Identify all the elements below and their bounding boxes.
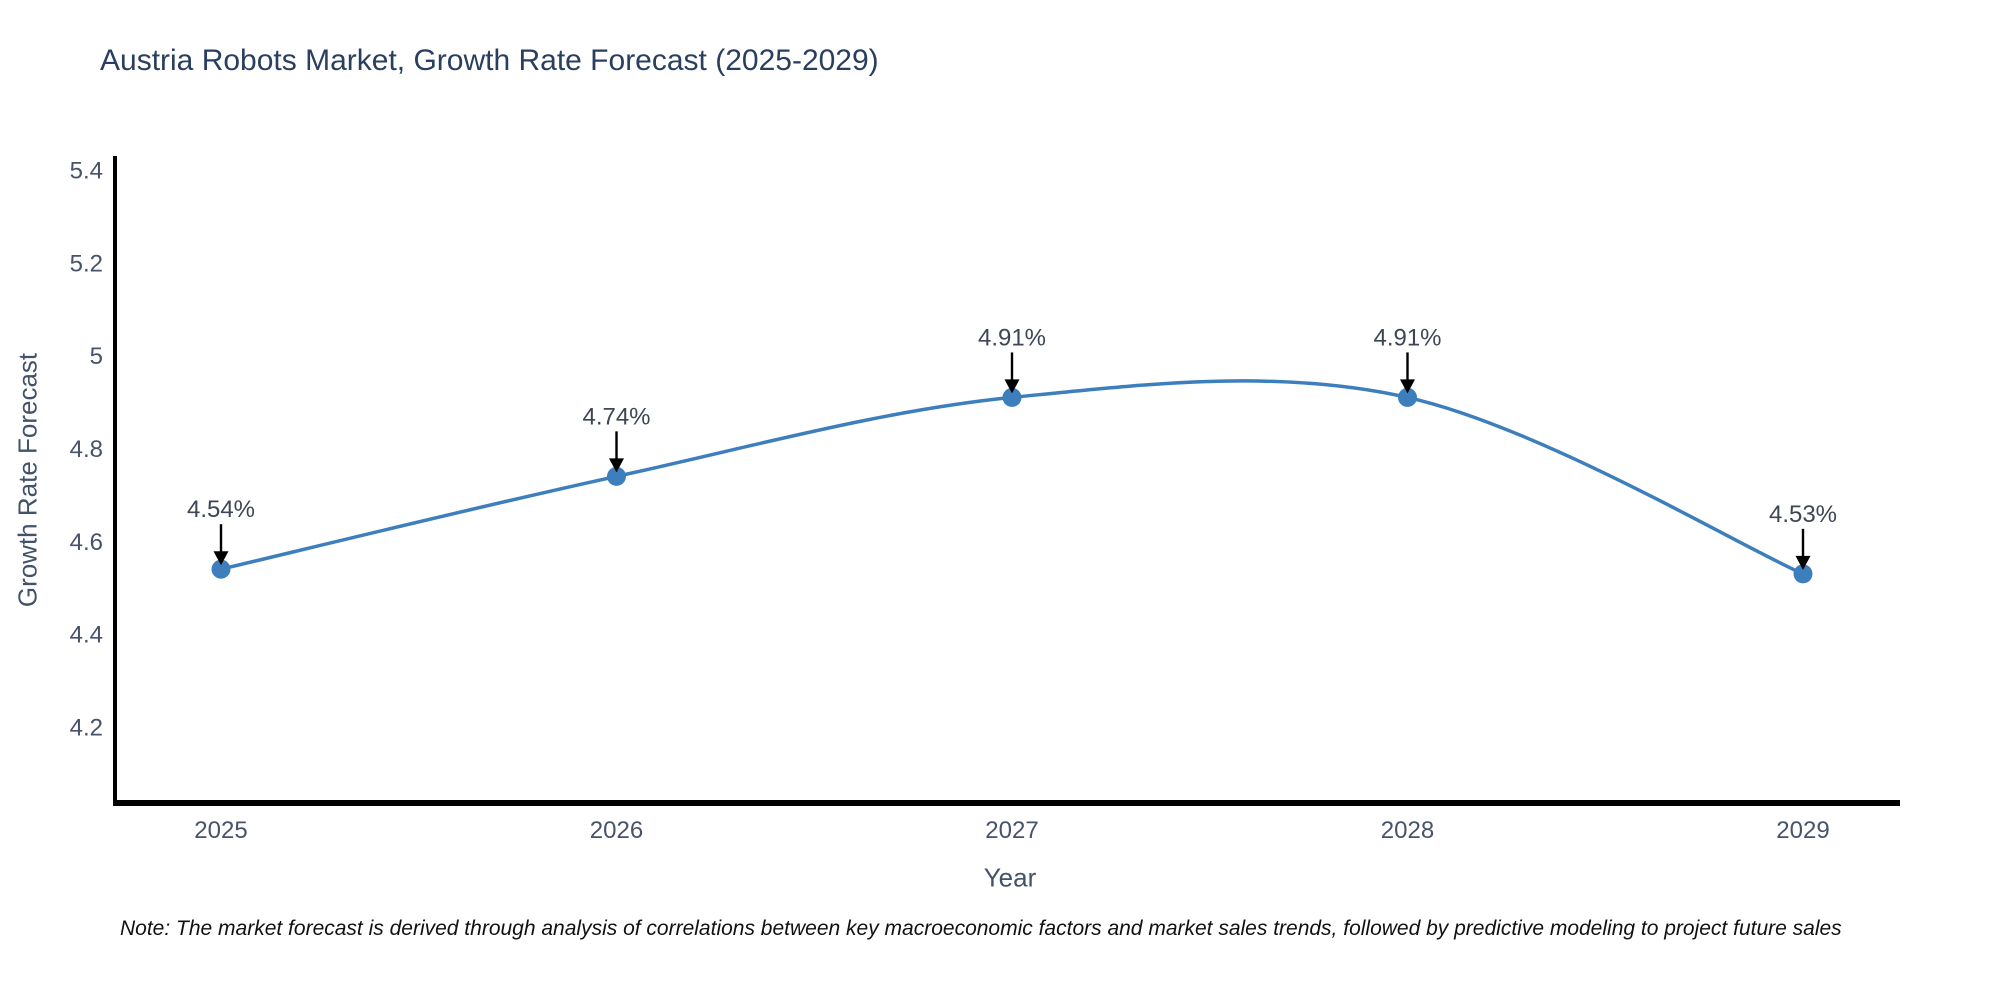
annotation-arrow-head [609, 458, 624, 473]
data-point-2028 [1398, 387, 1417, 407]
point-value-label: 4.74% [582, 403, 650, 430]
y-tick-label: 4.2 [70, 715, 103, 742]
point-value-label: 4.91% [1373, 324, 1441, 351]
x-tick-label: 2025 [194, 817, 247, 844]
y-tick-label: 4.4 [70, 622, 103, 649]
data-point-2027 [1002, 387, 1022, 407]
point-value-label: 4.54% [187, 496, 255, 523]
data-point-2025 [211, 559, 231, 579]
x-axis-title: Year [983, 862, 1037, 893]
y-tick-label: 5.2 [70, 250, 103, 277]
y-tick-label: 5.4 [70, 157, 103, 184]
y-tick-label: 4.6 [70, 529, 103, 556]
x-axis-line [113, 800, 1900, 806]
data-point-2029 [1793, 564, 1813, 584]
x-tick-label: 2029 [1776, 817, 1829, 844]
y-axis-title: Growth Rate Forecast [12, 352, 43, 608]
footnote: Note: The market forecast is derived thr… [120, 917, 1842, 940]
annotation-arrow-head [1400, 379, 1415, 394]
annotation-arrow-head [1795, 555, 1811, 570]
y-tick-label: 4.8 [70, 436, 103, 463]
y-axis-line [113, 156, 117, 806]
forecast-line [220, 379, 1804, 576]
data-point-2026 [607, 466, 626, 486]
x-tick-label: 2026 [590, 817, 643, 844]
y-tick-label: 5 [90, 343, 103, 370]
x-tick-label: 2027 [985, 817, 1038, 844]
annotation-arrow-head [213, 551, 229, 566]
point-value-label: 4.53% [1769, 501, 1837, 528]
annotation-arrow-head [1004, 379, 1020, 394]
x-tick-label: 2028 [1381, 817, 1434, 844]
chart-title: Austria Robots Market, Growth Rate Forec… [100, 44, 879, 77]
point-value-label: 4.91% [978, 324, 1046, 351]
